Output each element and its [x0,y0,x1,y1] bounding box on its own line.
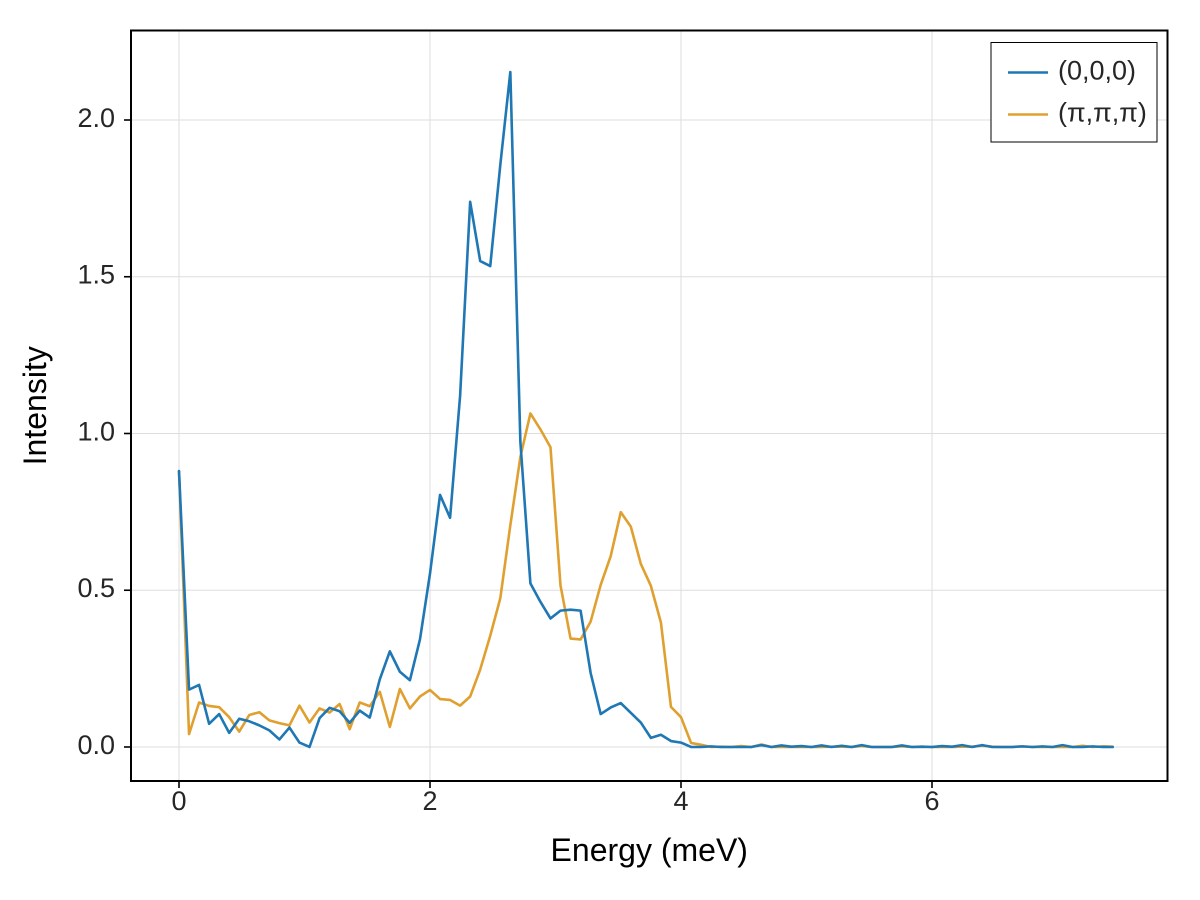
svg-text:6: 6 [924,786,939,816]
svg-text:4: 4 [673,786,688,816]
svg-text:1.0: 1.0 [77,416,115,446]
svg-text:0.0: 0.0 [77,730,115,760]
svg-text:Energy (meV): Energy (meV) [551,832,748,868]
svg-text:2.0: 2.0 [77,103,115,133]
svg-text:(0,0,0): (0,0,0) [1058,56,1136,86]
svg-text:2: 2 [422,786,437,816]
svg-text:0.5: 0.5 [77,573,115,603]
svg-text:1.5: 1.5 [77,260,115,290]
svg-text:0: 0 [171,786,186,816]
svg-text:(π,π,π): (π,π,π) [1058,98,1147,128]
svg-text:Intensity: Intensity [17,346,53,465]
